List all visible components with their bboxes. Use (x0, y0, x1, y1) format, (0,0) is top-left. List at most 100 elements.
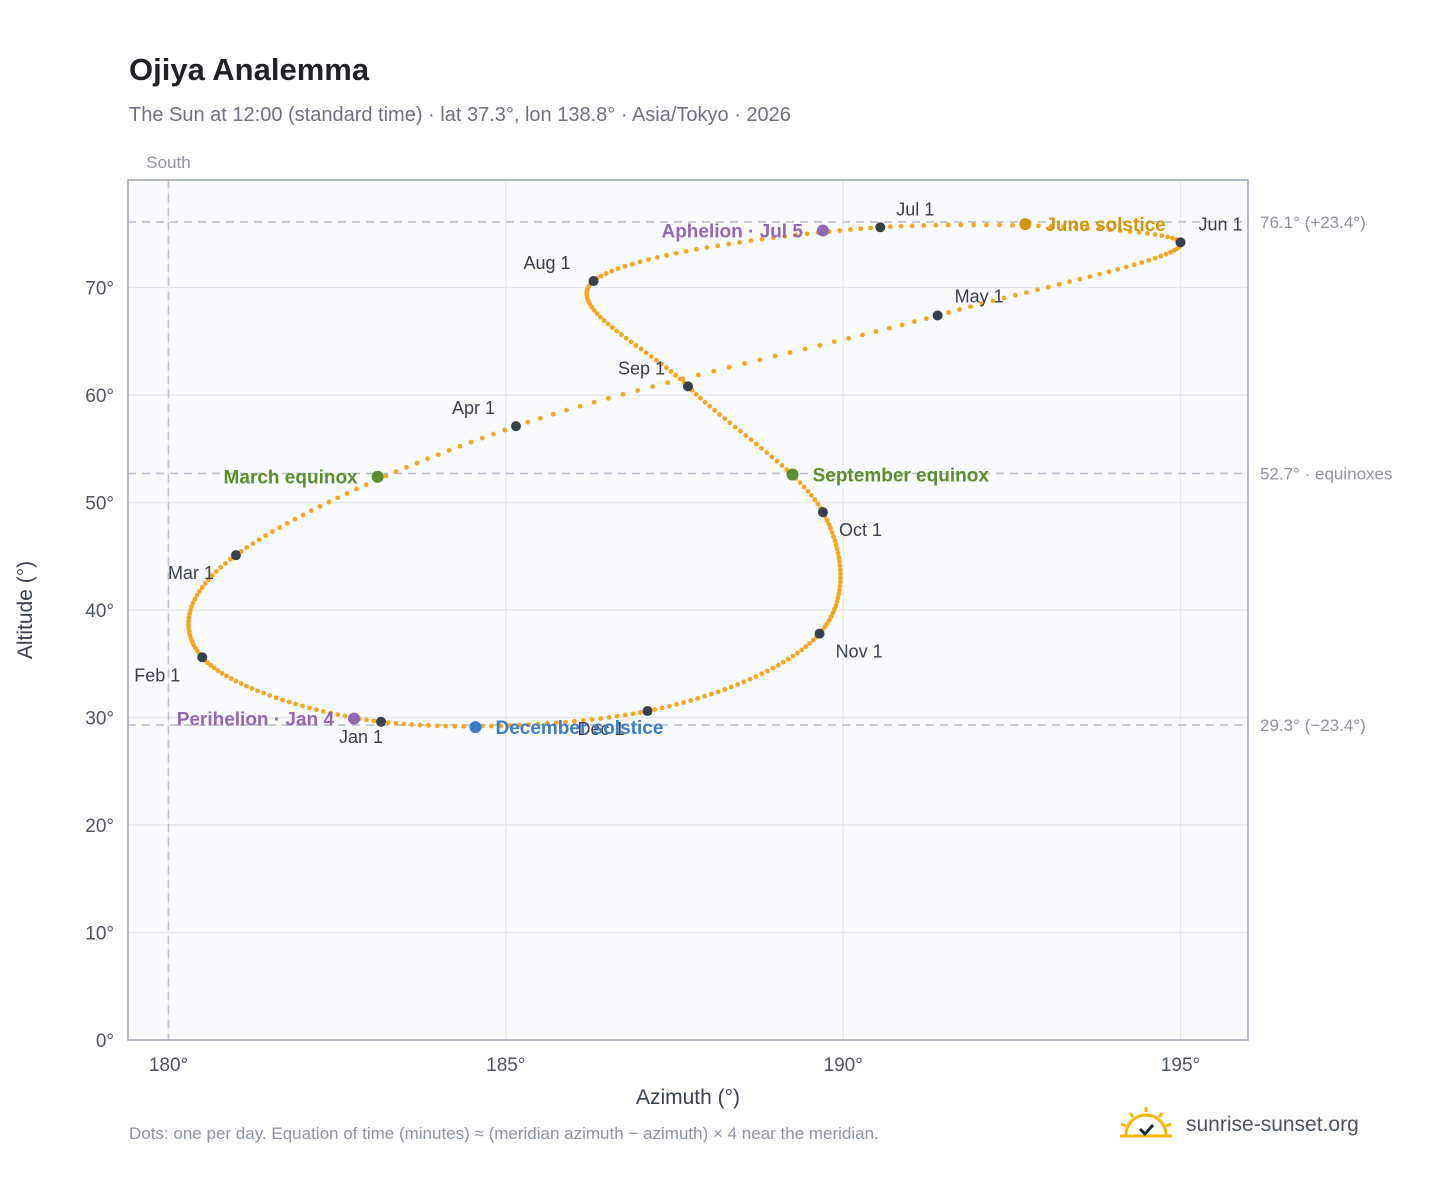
daily-sun-dot (598, 716, 603, 721)
daily-sun-dot (526, 722, 532, 728)
daily-sun-dot (630, 711, 636, 717)
daily-sun-dot (837, 579, 843, 585)
daily-sun-dot (1123, 264, 1129, 270)
daily-sun-dot (344, 490, 350, 496)
daily-sun-dot (968, 304, 973, 310)
daily-sun-dot (435, 452, 441, 457)
daily-sun-dot (753, 674, 759, 679)
daily-sun-dot (292, 516, 298, 522)
daily-sun-dot (837, 559, 842, 564)
daily-sun-dot (785, 656, 791, 662)
month-markers: Jan 1 Feb 1 Mar 1 Apr 1 May 1 Jun 1 Jul 1 Aug 1… (134, 199, 1242, 747)
daily-sun-dot (598, 273, 604, 279)
daily-sun-dot (817, 342, 823, 348)
daily-sun-dot (1035, 287, 1040, 293)
y-axis-label: Altitude (°) (14, 561, 37, 659)
event-label: December solstice (495, 718, 663, 739)
daily-sun-dot (417, 722, 423, 728)
event-markers: June solstice December solstice March equi… (177, 215, 1166, 739)
daily-sun-dot (663, 365, 669, 371)
daily-sun-dot (742, 361, 747, 366)
x-tick-label: 185° (486, 1055, 525, 1076)
daily-sun-dot (638, 346, 644, 352)
daily-sun-dot (537, 415, 543, 421)
daily-sun-dot (313, 707, 319, 713)
daily-sun-dot (899, 322, 905, 328)
daily-sun-dot (1085, 225, 1090, 231)
daily-sun-dot (385, 720, 391, 726)
daily-sun-dot (443, 723, 449, 729)
daily-sun-dot (722, 687, 728, 692)
month-label: May 1 (955, 286, 1004, 306)
daily-sun-dot (186, 615, 192, 620)
daily-sun-dot (1107, 227, 1113, 233)
event-label: Perihelion · Jan 4 (177, 710, 335, 731)
daily-sun-dot (805, 488, 811, 494)
y-tick-label: 30° (85, 709, 114, 730)
daily-sun-dot (971, 222, 976, 228)
daily-sun-dot (797, 480, 803, 486)
daily-sun-dot (306, 705, 312, 711)
daily-sun-dot (757, 357, 763, 363)
daily-sun-dot (190, 600, 196, 606)
daily-sun-dot (270, 529, 275, 535)
daily-sun-dot (280, 697, 285, 703)
daily-sun-dot (804, 231, 810, 237)
daily-sun-dot (702, 693, 707, 699)
daily-sun-dot (829, 530, 835, 535)
month-label: Dec 1 (578, 719, 625, 739)
x-tick-label: 195° (1161, 1055, 1200, 1076)
daily-sun-dot (507, 723, 513, 728)
daily-sun-dot (648, 354, 654, 359)
daily-sun-dot (250, 541, 256, 547)
daily-sun-dot (1115, 266, 1121, 272)
daily-sun-dot (1048, 223, 1054, 229)
daily-sun-dot (836, 591, 842, 597)
daily-sun-dot (589, 304, 595, 310)
daily-sun-dot (801, 484, 807, 490)
daily-sun-dot (868, 225, 874, 231)
month-marker (683, 381, 693, 392)
daily-sun-dot (1024, 290, 1029, 295)
daily-sun-dot (1146, 257, 1152, 263)
daily-sun-dot (654, 255, 660, 260)
daily-sun-dot (846, 335, 851, 341)
daily-sun-dot (300, 703, 305, 709)
daily-sun-dot (837, 228, 843, 233)
daily-sun-dot (708, 691, 714, 697)
daily-sun-dot (712, 407, 718, 413)
month-label: Jan 1 (339, 727, 383, 747)
daily-sun-dot (1163, 251, 1169, 257)
daily-sun-dot (945, 222, 951, 228)
month-label: Sep 1 (618, 358, 665, 378)
event-label: September equinox (813, 466, 990, 487)
daily-sun-dot (452, 723, 458, 729)
daily-sun-dot (488, 723, 494, 729)
daily-sun-dot (383, 473, 389, 479)
brand-logo[interactable]: sunrise-sunset.org (1118, 1100, 1359, 1150)
daily-sun-dot (284, 520, 290, 526)
daily-sun-dot (1097, 271, 1102, 277)
axis-ticks: 0° 10° 20° 30° 40° 50° 60° 70° 180° 185° 190° 195° (85, 279, 1200, 1077)
daily-sun-dot (603, 271, 609, 276)
daily-sun-dot (249, 686, 255, 691)
daily-sun-dot (1001, 295, 1007, 301)
daily-sun-dot (326, 499, 332, 505)
daily-sun-dot (741, 679, 747, 685)
daily-sun-dot (1127, 229, 1133, 234)
y-tick-label: 70° (85, 279, 114, 300)
daily-sun-dot (772, 353, 778, 359)
month-marker (817, 507, 828, 518)
daily-sun-dot (858, 226, 864, 232)
daily-sun-dot (461, 723, 467, 729)
daily-sun-dot (457, 443, 463, 449)
daily-sun-dot (677, 376, 683, 382)
month-label: Aug 1 (524, 253, 571, 273)
daily-sun-dot (1131, 262, 1137, 268)
brand-name[interactable]: sunrise-sunset.org (1186, 1113, 1359, 1136)
daily-sun-dot (591, 308, 597, 313)
daily-sun-dot (779, 463, 785, 468)
y-tick-label: 50° (85, 494, 114, 515)
x-tick-label: 190° (824, 1055, 863, 1076)
